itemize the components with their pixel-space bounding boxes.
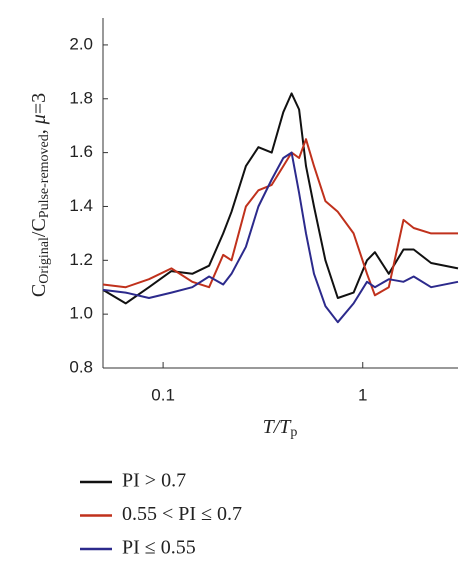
y-label-part: =3 [28,93,50,114]
y-tick-label: 2.0 [69,34,93,53]
y-axis-label: COriginal/CPulse-removed, μ=3 [28,93,53,297]
x-label-part: T [263,416,276,438]
y-tick-label: 1.8 [69,88,93,107]
series-line [102,138,458,297]
x-label-part: /T [273,416,293,438]
y-tick-label: 1.2 [69,250,93,269]
y-label-part: Original [37,237,52,284]
y-label-part: μ [28,114,50,125]
x-label-part: p [290,425,297,440]
y-label-part: , [28,124,50,134]
y-label-part: C [28,284,50,297]
y-label-part: Pulse-removed [37,134,52,218]
x-axis-label: T/Tp [263,416,298,441]
legend-label: 0.55 < PI ≤ 0.7 [122,503,242,525]
y-tick-label: 1.4 [69,196,93,215]
y-tick-label: 1.0 [69,304,93,323]
x-tick-label: 1 [358,385,367,404]
series-line [102,92,459,305]
x-tick-label: 0.1 [151,385,175,404]
y-tick-label: 1.6 [69,142,93,161]
legend-label: PI ≤ 0.55 [122,537,196,559]
series-line [102,151,459,324]
y-tick-label: 0.8 [69,357,93,376]
y-label-part: /C [28,218,50,237]
legend-label: PI > 0.7 [122,470,186,492]
